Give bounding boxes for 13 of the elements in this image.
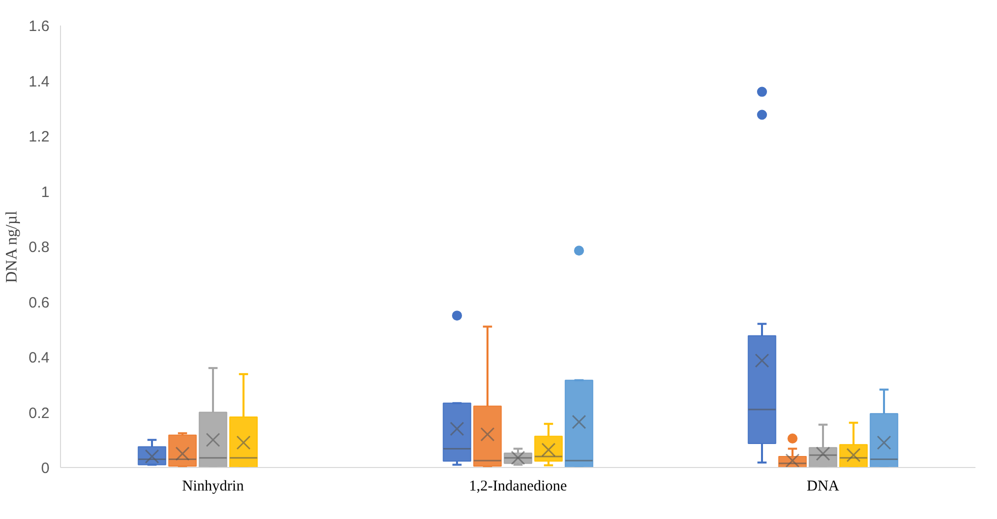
- x-tick-label: 1,2-Indanedione: [469, 478, 568, 494]
- y-tick-label: 0.8: [28, 239, 50, 256]
- y-tick-label: 0: [41, 460, 50, 477]
- y-tick-label: 1.6: [28, 18, 50, 35]
- y-axis-title: DNA ng/µl: [4, 210, 21, 283]
- y-tick-label: 1.2: [28, 128, 50, 146]
- y-tick-label: 1.4: [28, 73, 50, 90]
- y-tick-label: 1: [41, 184, 50, 201]
- y-tick-label: 0.2: [28, 404, 50, 422]
- x-tick-label: Ninhydrin: [182, 478, 244, 494]
- y-tick-label: 0.6: [28, 294, 50, 312]
- x-tick-label: DNA: [806, 478, 840, 494]
- y-tick-label: 0.4: [28, 350, 50, 366]
